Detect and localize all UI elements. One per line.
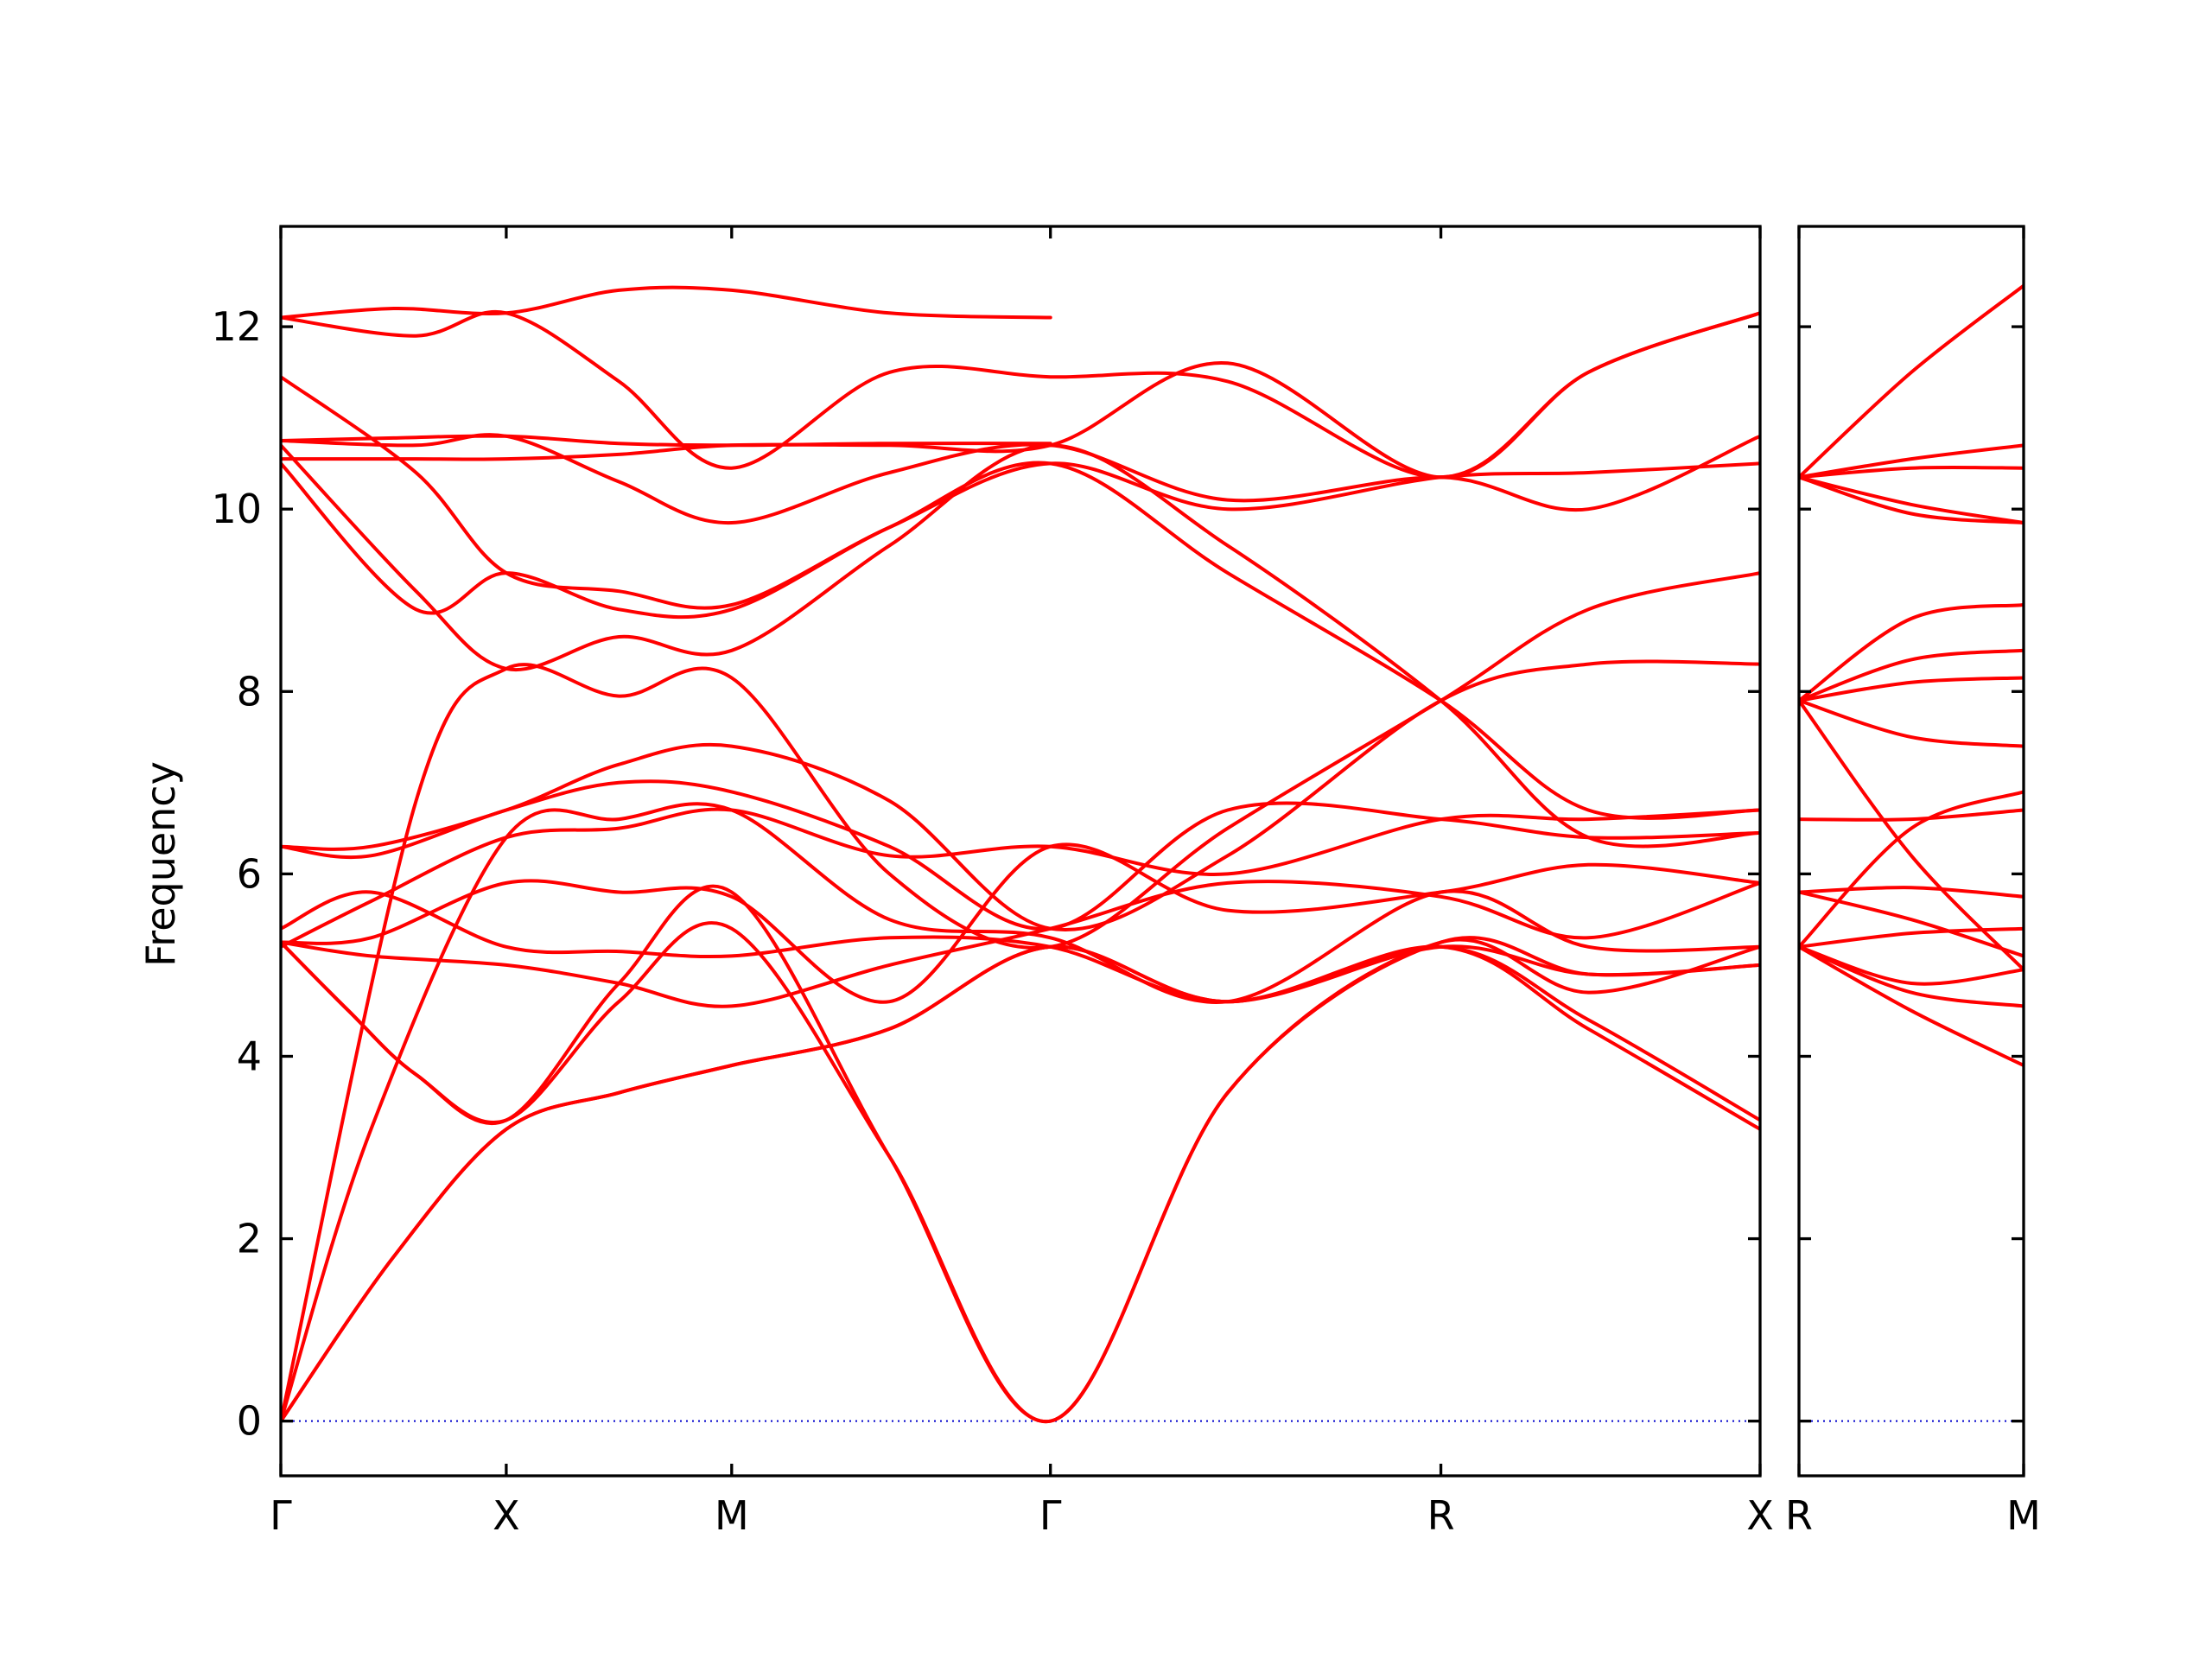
band-2 (281, 944, 1760, 1423)
band-6 (1799, 603, 2024, 702)
band-16 (281, 433, 1760, 525)
panel-frame (1797, 225, 2025, 1478)
band-12 (1799, 808, 2024, 822)
y-tick-label: 6 (237, 850, 262, 897)
x-tick-label: X (1746, 1492, 1774, 1539)
band-3 (1799, 465, 2024, 480)
band-5 (1799, 475, 2024, 524)
band-1 (281, 944, 1760, 1423)
band-8 (1799, 676, 2024, 702)
band-lines (281, 285, 1760, 1423)
y-tick-label: 0 (237, 1398, 262, 1445)
y-tick-label: 8 (237, 668, 262, 715)
band-7 (281, 890, 1760, 1004)
y-axis-label: Frequency (137, 761, 184, 967)
y-tick-label: 12 (211, 303, 262, 350)
band-20 (281, 434, 1052, 448)
x-tick-label: M (2006, 1492, 2041, 1539)
band-13 (281, 461, 1760, 820)
band-11 (281, 659, 1760, 931)
x-tick-label: Γ (270, 1492, 292, 1539)
band-9 (281, 807, 1760, 949)
band-4 (1799, 475, 2024, 524)
band-5 (281, 802, 1760, 1423)
band-18 (1799, 944, 2024, 1067)
band-11 (1799, 790, 2024, 949)
x-tick-label: M (715, 1492, 749, 1539)
x-tick-label: Γ (1039, 1492, 1062, 1539)
panel-frame (279, 225, 1762, 1478)
y-tick-label: 4 (237, 1033, 262, 1079)
y-tick-label: 2 (237, 1216, 262, 1262)
band-10 (1799, 698, 2024, 972)
band-1 (1799, 283, 2024, 480)
band-4 (281, 921, 1760, 1423)
x-tick-label: X (493, 1492, 520, 1539)
band-17 (1799, 944, 2024, 1008)
band-13 (1799, 886, 2024, 899)
panel-1: 0 2 4 6 8 10 12 Γ X M Γ R X (211, 225, 1774, 1539)
band-15 (281, 375, 1760, 610)
band-8 (281, 842, 1760, 1004)
band-6 (281, 880, 1760, 1008)
band-19 (281, 285, 1052, 320)
y-tick-label: 10 (211, 486, 262, 532)
band-lines (1799, 283, 2024, 1067)
band-14 (1799, 926, 2024, 949)
band-2 (1799, 443, 2024, 480)
band-14 (281, 443, 1760, 849)
band-9 (1799, 698, 2024, 748)
x-tick-label: R (1427, 1492, 1455, 1539)
band-15 (1799, 890, 2024, 958)
x-tick-label: R (1785, 1492, 1813, 1539)
band-7 (1799, 648, 2024, 702)
band-12 (281, 571, 1760, 1423)
